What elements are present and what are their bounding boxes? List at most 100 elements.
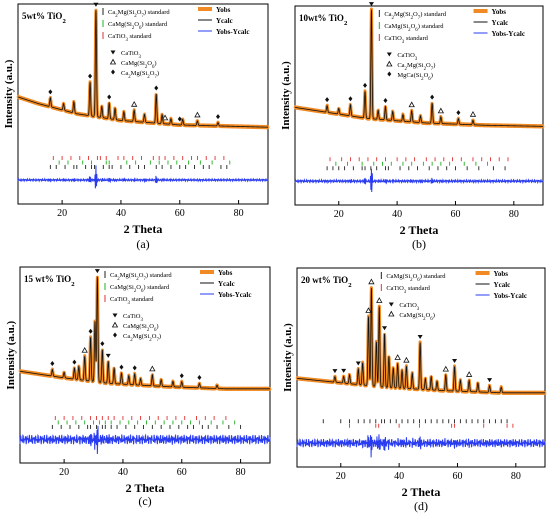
phase-marker [179, 373, 184, 379]
phase-marker [100, 341, 105, 347]
legend-marker-label: MgCa(Si2O6) [397, 72, 433, 82]
x-tick-label: 40 [392, 209, 402, 220]
phase-marker [81, 346, 88, 353]
legend-marker-label: CaMg(Si2O6) [123, 323, 159, 333]
phase-marker [332, 369, 338, 374]
legend-marker-icon [386, 52, 392, 57]
composition-label: 10wt% TiO2 [299, 13, 348, 27]
panel-caption: (d) [414, 499, 428, 513]
x-tick-label: 20 [59, 467, 69, 478]
phase-marker [93, 2, 99, 7]
legend-marker-label: CaTiO3 [399, 302, 419, 312]
y-axis-label: Intensity (a.u.) [5, 320, 17, 389]
x-tick-label: 60 [452, 471, 462, 482]
phase-marker [325, 97, 330, 103]
legend-standard-label: CaTiO3 standard [384, 35, 428, 45]
phase-marker [216, 114, 220, 120]
legend-marker-label: Ca2Mg(Si2O7) [123, 333, 161, 343]
x-tick-label: 20 [57, 208, 67, 219]
series-ycalc [294, 9, 544, 127]
x-tick-label: 20 [334, 209, 344, 220]
phase-marker [88, 73, 93, 79]
phase-marker [341, 368, 347, 373]
series-diff [17, 165, 269, 189]
phase-marker [154, 85, 159, 91]
legend-marker-icon [387, 71, 392, 77]
legend-line-label: Yobs-Ycalc [494, 292, 527, 300]
legend-line-label: Yobs [218, 269, 233, 277]
legend-line-label: Ycalc [218, 280, 235, 288]
legend-standard-label: CaTiO3 standard [110, 296, 154, 306]
phase-marker [72, 359, 77, 365]
legend-marker-icon [110, 50, 116, 55]
legend-standard-label: CaMg(Si2O6) standard [386, 273, 446, 283]
x-tick-label: 60 [450, 209, 460, 220]
legend-marker-icon [112, 313, 118, 318]
legend-standard-label: CaMg(Si2O6) standard [108, 21, 168, 31]
legend-marker-label: CaTiO3 [123, 313, 143, 323]
panel-c: 20 40 60 80 2 Theta Intensity (a.u.) 15 wt% Ti… [0, 262, 275, 519]
series-diff [19, 425, 271, 455]
x-tick-label: 40 [118, 467, 128, 478]
y-axis-label: Intensity (a.u.) [282, 323, 294, 392]
phase-marker [430, 94, 435, 100]
phase-marker [408, 101, 415, 108]
phase-marker [348, 96, 353, 102]
phase-marker [197, 374, 202, 380]
legend-line-label: Yobs [494, 270, 509, 278]
phase-marker [487, 378, 493, 383]
phase-marker [355, 361, 361, 366]
panel-a: 20 40 60 80 2 Theta Intensity (a.u.) 5wt% TiO2… [0, 0, 275, 262]
legend-line-label: Yobs [216, 6, 231, 14]
x-tick-label: 40 [394, 471, 404, 482]
phase-marker [368, 2, 374, 7]
phase-marker [50, 361, 55, 367]
composition-label: 20 wt% TiO2 [301, 275, 352, 289]
legend-standard-label: CaMg(Si2O6) standard [384, 23, 444, 33]
composition-label: 15 wt% TiO2 [24, 274, 75, 288]
legend-marker-icon [111, 321, 119, 328]
plot-frame [19, 266, 271, 464]
phase-marker [48, 89, 53, 95]
phase-marker [105, 353, 111, 358]
phase-marker [194, 111, 201, 118]
legend-marker-icon [111, 69, 115, 75]
phase-marker [456, 110, 461, 116]
x-axis-label: 2 Theta [400, 223, 439, 237]
legend-line-label: Yobs-Ycalc [492, 30, 525, 38]
x-tick-label: 80 [511, 471, 521, 482]
xrd-chart-a: 20 40 60 80 2 Theta Intensity (a.u.) 5wt% TiO2… [3, 2, 270, 251]
legend-standard-label: Ca2Mg(Si2O7) standard [110, 272, 172, 282]
panel-caption: (c) [138, 494, 151, 508]
phase-marker [177, 116, 182, 122]
legend-standard-label: Ca2Mg(Si2O7) standard [384, 11, 446, 21]
xrd-chart-c: 20 40 60 80 2 Theta Intensity (a.u.) 15 wt% Ti… [5, 266, 272, 508]
legend-standard-label: CaTiO3 standard [108, 33, 152, 43]
panel-d: 20 40 60 80 2 Theta Intensity (a.u.) 20 wt% Ti… [275, 262, 550, 519]
legend-line-label: Yobs [492, 8, 507, 16]
legend-line-label: Ycalc [492, 19, 509, 27]
y-axis-label: Intensity (a.u.) [280, 61, 292, 130]
legend-line-label: Yobs-Ycalc [218, 291, 251, 299]
phase-marker [383, 98, 388, 104]
x-axis-label: 2 Theta [124, 222, 163, 236]
legend-marker-icon [113, 332, 117, 338]
phase-marker [376, 297, 383, 303]
series-diff [296, 434, 546, 458]
plot-frame [17, 3, 269, 205]
phase-marker [394, 354, 401, 360]
legend-marker-icon [386, 60, 393, 67]
xrd-chart-d: 20 40 60 80 2 Theta Intensity (a.u.) 20 wt% Ti… [282, 267, 547, 513]
phase-marker [363, 82, 368, 88]
legend-marker-label: CaTiO3 [121, 50, 141, 60]
phase-marker [452, 359, 458, 364]
phase-marker [161, 114, 169, 121]
series-ycalc [296, 287, 545, 394]
plot-frame [296, 267, 546, 468]
legend-line-label: Yobs-Ycalc [216, 28, 249, 36]
phase-marker [107, 94, 112, 100]
legend-marker-label: Ca2Mg(Si2O7) [121, 70, 159, 80]
legend-marker-icon [388, 310, 395, 317]
phase-marker [149, 365, 156, 372]
panel-b: 20 40 60 80 2 Theta Intensity (a.u.) 10wt% TiO… [275, 0, 550, 262]
